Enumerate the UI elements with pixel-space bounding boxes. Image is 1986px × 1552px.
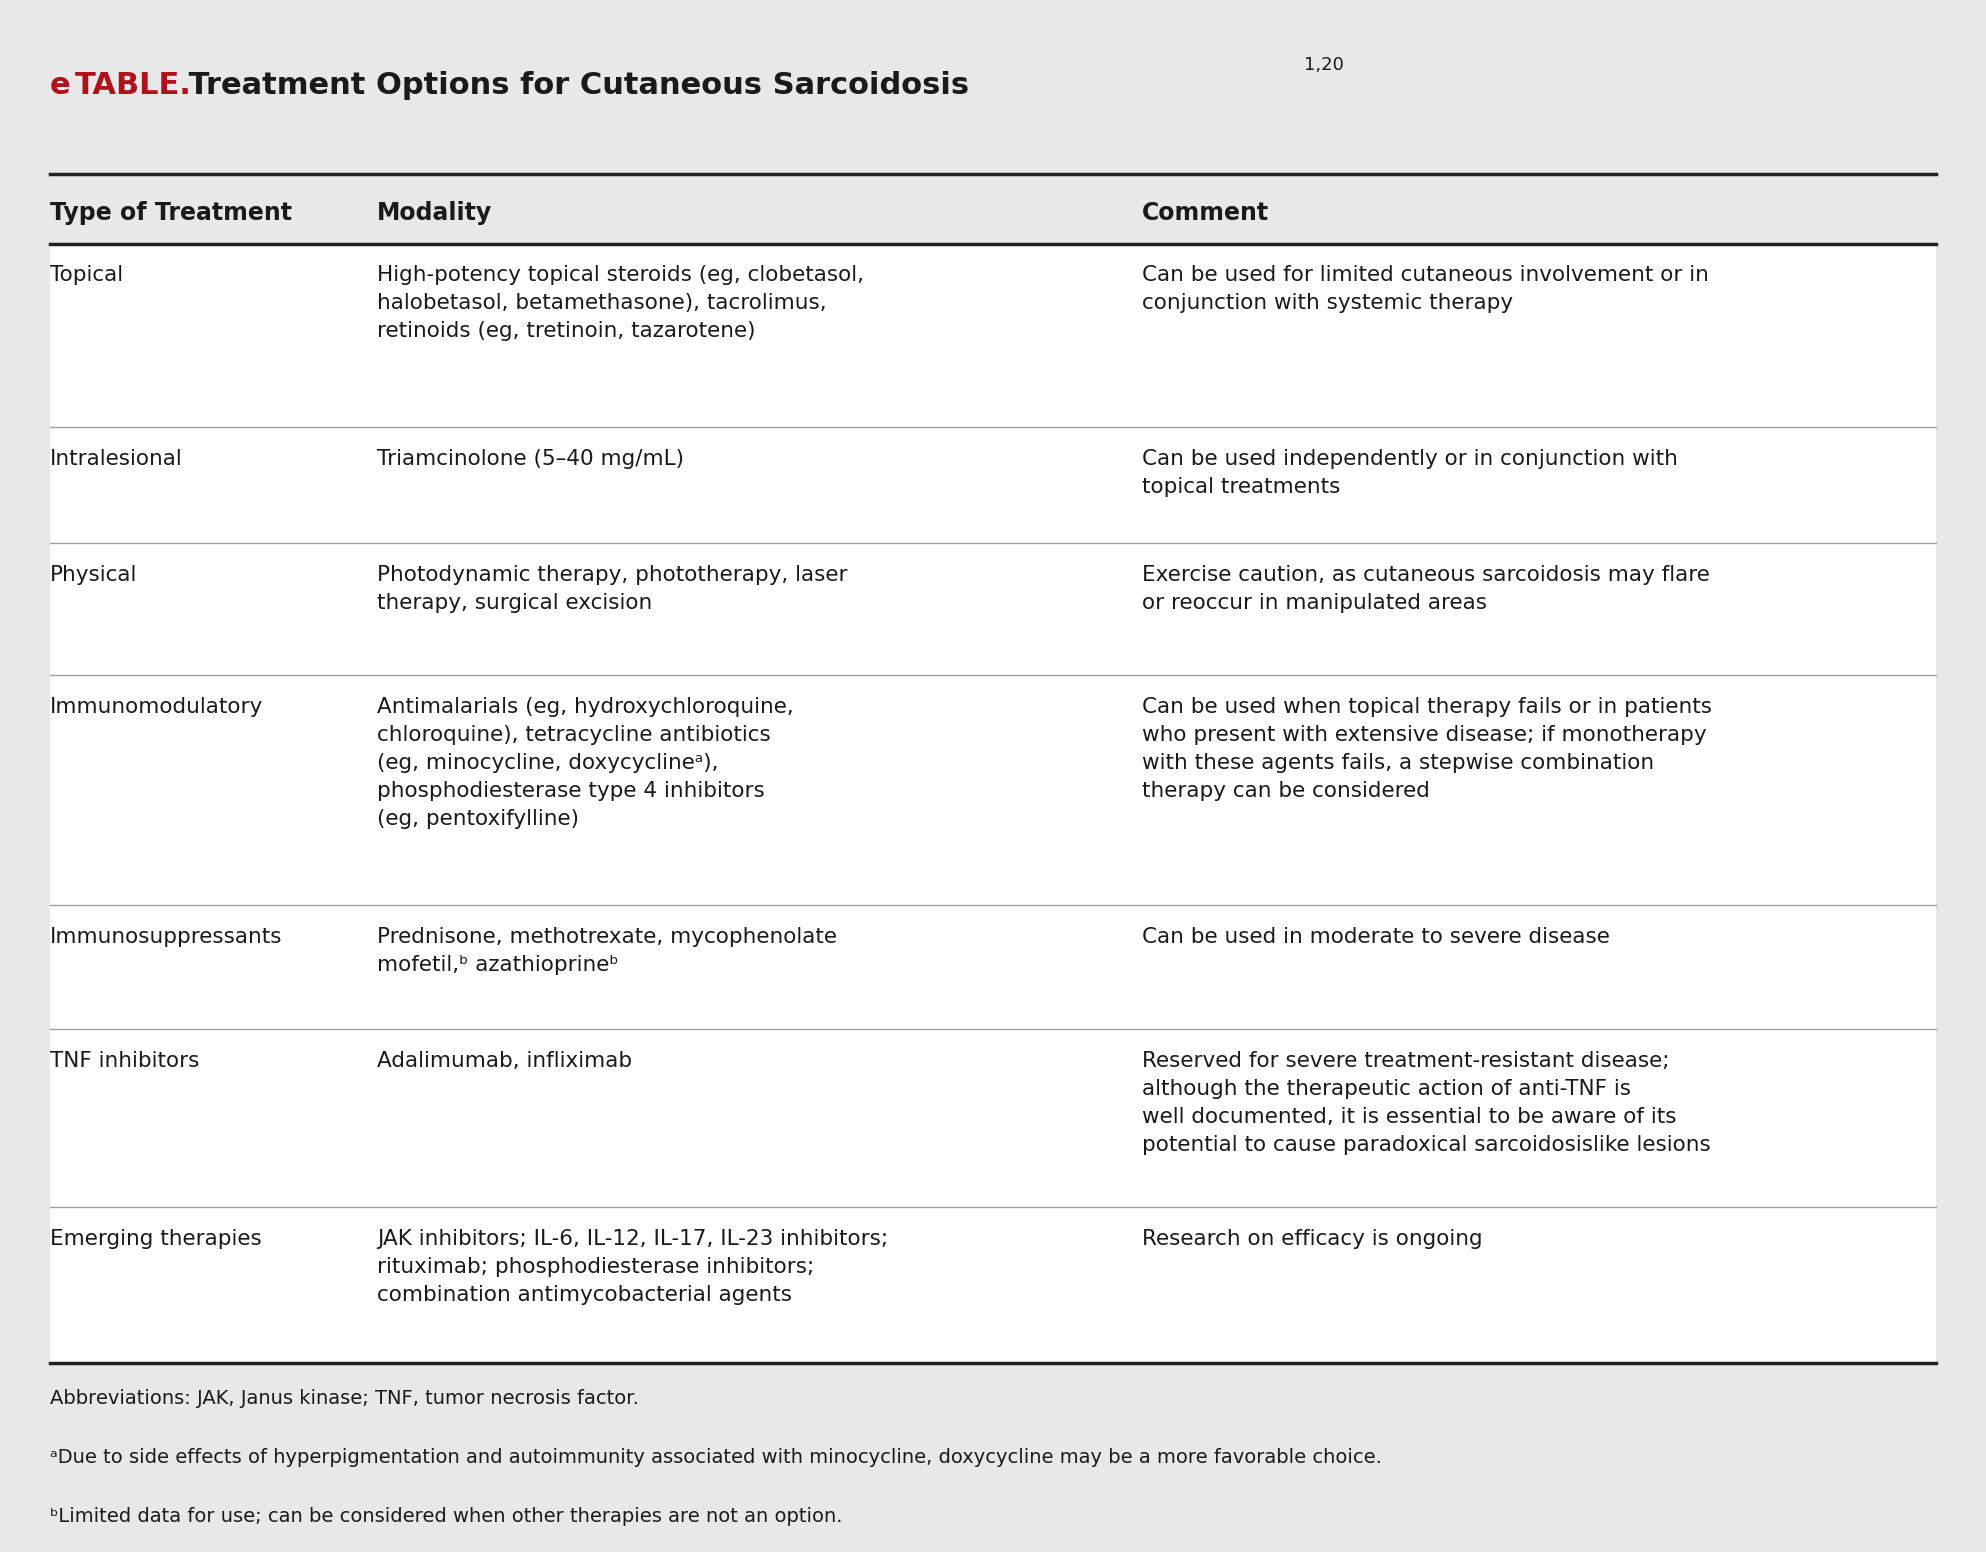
Text: JAK inhibitors; IL-6, IL-12, IL-17, IL-23 inhibitors;
rituximab; phosphodiestera: JAK inhibitors; IL-6, IL-12, IL-17, IL-2… <box>377 1229 888 1305</box>
Text: ᵇLimited data for use; can be considered when other therapies are not an option.: ᵇLimited data for use; can be considered… <box>50 1507 842 1526</box>
Text: TABLE.: TABLE. <box>75 71 191 99</box>
Bar <box>50 244 1936 1363</box>
Text: Treatment Options for Cutaneous Sarcoidosis: Treatment Options for Cutaneous Sarcoido… <box>179 71 969 99</box>
Text: Adalimumab, infliximab: Adalimumab, infliximab <box>377 1051 632 1071</box>
Text: 1,20: 1,20 <box>1303 56 1345 74</box>
Text: Antimalarials (eg, hydroxychloroquine,
chloroquine), tetracycline antibiotics
(e: Antimalarials (eg, hydroxychloroquine, c… <box>377 697 794 829</box>
Text: ᵃDue to side effects of hyperpigmentation and autoimmunity associated with minoc: ᵃDue to side effects of hyperpigmentatio… <box>50 1448 1382 1467</box>
Text: Can be used when topical therapy fails or in patients
who present with extensive: Can be used when topical therapy fails o… <box>1142 697 1712 801</box>
Text: Type of Treatment: Type of Treatment <box>50 200 292 225</box>
Text: Immunosuppressants: Immunosuppressants <box>50 927 282 947</box>
Text: Comment: Comment <box>1142 200 1269 225</box>
Text: Exercise caution, as cutaneous sarcoidosis may flare
or reoccur in manipulated a: Exercise caution, as cutaneous sarcoidos… <box>1142 565 1710 613</box>
Text: Emerging therapies: Emerging therapies <box>50 1229 262 1249</box>
Text: Intralesional: Intralesional <box>50 449 183 469</box>
Text: Abbreviations: JAK, Janus kinase; TNF, tumor necrosis factor.: Abbreviations: JAK, Janus kinase; TNF, t… <box>50 1389 639 1408</box>
Text: Can be used independently or in conjunction with
topical treatments: Can be used independently or in conjunct… <box>1142 449 1678 497</box>
Text: Topical: Topical <box>50 265 123 286</box>
Text: Prednisone, methotrexate, mycophenolate
mofetil,ᵇ azathioprineᵇ: Prednisone, methotrexate, mycophenolate … <box>377 927 838 975</box>
Text: Physical: Physical <box>50 565 137 585</box>
Text: Photodynamic therapy, phototherapy, laser
therapy, surgical excision: Photodynamic therapy, phototherapy, lase… <box>377 565 848 613</box>
Text: Triamcinolone (5–40 mg/mL): Triamcinolone (5–40 mg/mL) <box>377 449 685 469</box>
Text: e: e <box>50 71 70 99</box>
Text: Immunomodulatory: Immunomodulatory <box>50 697 262 717</box>
Text: Research on efficacy is ongoing: Research on efficacy is ongoing <box>1142 1229 1484 1249</box>
Text: Can be used for limited cutaneous involvement or in
conjunction with systemic th: Can be used for limited cutaneous involv… <box>1142 265 1708 314</box>
Text: Can be used in moderate to severe disease: Can be used in moderate to severe diseas… <box>1142 927 1611 947</box>
Text: Reserved for severe treatment-resistant disease;
although the therapeutic action: Reserved for severe treatment-resistant … <box>1142 1051 1710 1155</box>
Text: TNF inhibitors: TNF inhibitors <box>50 1051 199 1071</box>
Text: High-potency topical steroids (eg, clobetasol,
halobetasol, betamethasone), tacr: High-potency topical steroids (eg, clobe… <box>377 265 864 341</box>
Text: Modality: Modality <box>377 200 493 225</box>
